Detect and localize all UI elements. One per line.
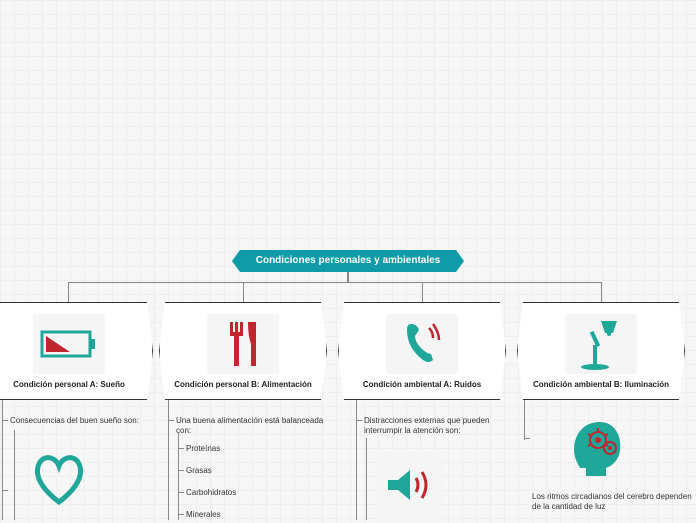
card-label: Condición ambiental B: Iluminación: [527, 380, 675, 389]
card-sueno[interactable]: Condición personal A: Sueño: [0, 302, 153, 400]
list-item: Carbohidratos: [186, 488, 236, 498]
battery-icon: [33, 314, 105, 374]
card-ruidos[interactable]: Condición ambiental A: Ruidos: [338, 302, 506, 400]
connector: [2, 490, 8, 491]
connector: [178, 448, 184, 449]
connector: [347, 272, 349, 282]
list-item: Proteínas: [186, 444, 220, 454]
card-label: Condición personal A: Sueño: [7, 380, 131, 389]
connector: [2, 400, 3, 520]
connector: [68, 282, 69, 302]
connector: [14, 430, 15, 520]
card-alimentacion[interactable]: Condición personal B: Alimentación: [159, 302, 327, 400]
card-iluminacion[interactable]: Condición ambiental B: Iluminación: [517, 302, 685, 400]
connector: [524, 400, 525, 440]
connector: [356, 420, 362, 421]
brain-icon: [566, 414, 636, 489]
card-label: Condición ambiental A: Ruidos: [357, 380, 487, 389]
heart-icon: [28, 450, 90, 513]
card-label: Condición personal B: Alimentación: [168, 380, 318, 389]
connector: [168, 420, 174, 421]
connector: [178, 514, 184, 515]
connector: [366, 438, 367, 520]
connector: [524, 438, 530, 439]
list-item: Grasas: [186, 466, 212, 476]
sub-heading: Los ritmos circadianos del cerebro depen…: [532, 492, 692, 512]
cutlery-icon: [207, 314, 279, 374]
lamp-icon: [565, 314, 637, 374]
phone-icon: [386, 314, 458, 374]
connector: [422, 282, 423, 302]
connector: [168, 400, 169, 520]
connector: [178, 432, 179, 520]
connector: [356, 400, 357, 520]
connector: [178, 470, 184, 471]
sub-heading: Una buena alimentación está balanceada c…: [176, 416, 336, 436]
connector: [601, 282, 602, 302]
root-node[interactable]: Condiciones personales y ambientales: [232, 250, 464, 272]
connector: [243, 282, 244, 302]
sub-heading: Consecuencias del buen sueño son:: [10, 416, 150, 426]
root-label: Condiciones personales y ambientales: [256, 255, 441, 266]
connector: [68, 282, 602, 283]
list-item: Minerales: [186, 510, 221, 520]
connector: [178, 492, 184, 493]
connector: [2, 420, 8, 421]
speaker-icon: [376, 452, 442, 523]
sub-heading: Distracciones externas que pueden interr…: [364, 416, 504, 436]
